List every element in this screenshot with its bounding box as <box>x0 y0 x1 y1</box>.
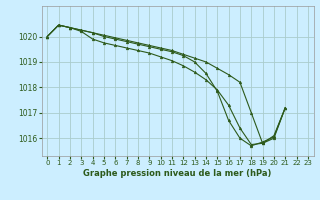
X-axis label: Graphe pression niveau de la mer (hPa): Graphe pression niveau de la mer (hPa) <box>84 169 272 178</box>
